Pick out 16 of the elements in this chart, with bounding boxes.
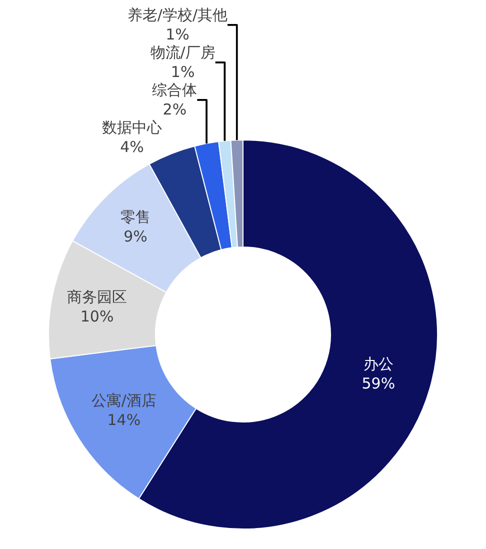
slice-label: 数据中心	[102, 118, 162, 137]
slice-label: 商务园区	[67, 288, 128, 306]
slice-label: 养老/学校/其他	[127, 6, 228, 24]
data-label: 2%	[162, 100, 187, 119]
slice-label: 零售	[120, 208, 150, 226]
slice-label: 物流/厂房	[150, 44, 216, 62]
slice-label: 综合体	[152, 81, 198, 100]
data-label: 1%	[166, 26, 190, 44]
slice-label: 办公	[363, 355, 394, 374]
data-label: 4%	[120, 138, 144, 156]
data-label: 10%	[80, 307, 114, 326]
data-label: 59%	[362, 374, 396, 393]
data-label: 1%	[170, 63, 195, 82]
data-label: 14%	[107, 410, 141, 429]
data-label: 9%	[124, 228, 148, 246]
slice-label: 公寓/酒店	[91, 391, 156, 410]
